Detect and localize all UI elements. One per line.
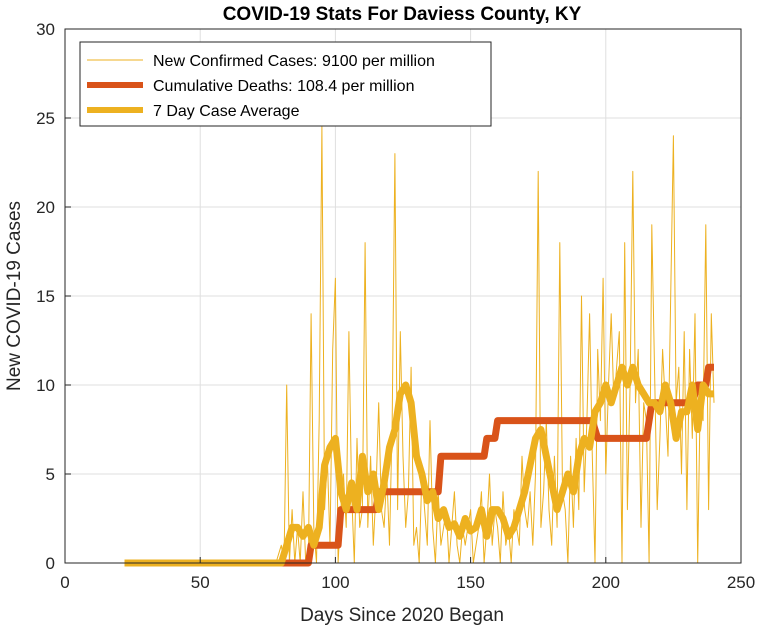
y-tick-label: 20 [36, 198, 55, 217]
x-axis-title: Days Since 2020 Began [300, 605, 504, 626]
chart-title: COVID-19 Stats For Daviess County, KY [223, 4, 582, 25]
x-tick-label: 200 [592, 573, 620, 592]
y-tick-label: 10 [36, 376, 55, 395]
x-tick-label: 250 [727, 573, 755, 592]
legend-label-deaths: Cumulative Deaths: 108.4 per million [153, 78, 414, 95]
legend-label-7day-average: 7 Day Case Average [153, 103, 300, 120]
legend-box [79, 41, 492, 127]
x-tick-label: 50 [191, 573, 210, 592]
legend: New Confirmed Cases: 9100 per million Cu… [79, 41, 492, 127]
y-axis-title: New COVID-19 Cases [4, 201, 25, 391]
axis-ticks: 0 50 100 150 200 250 0 5 10 15 20 25 30 [36, 20, 755, 592]
y-tick-label: 5 [46, 465, 55, 484]
y-tick-label: 25 [36, 109, 55, 128]
x-tick-label: 150 [456, 573, 484, 592]
x-tick-label: 0 [60, 573, 69, 592]
series-7-day-case-average [124, 363, 714, 567]
y-tick-label: 30 [36, 20, 55, 39]
y-tick-label: 0 [46, 554, 55, 573]
series-layer [124, 126, 715, 567]
legend-label-new-cases: New Confirmed Cases: 9100 per million [153, 53, 435, 70]
x-tick-label: 100 [321, 573, 349, 592]
y-tick-label: 15 [36, 287, 55, 306]
